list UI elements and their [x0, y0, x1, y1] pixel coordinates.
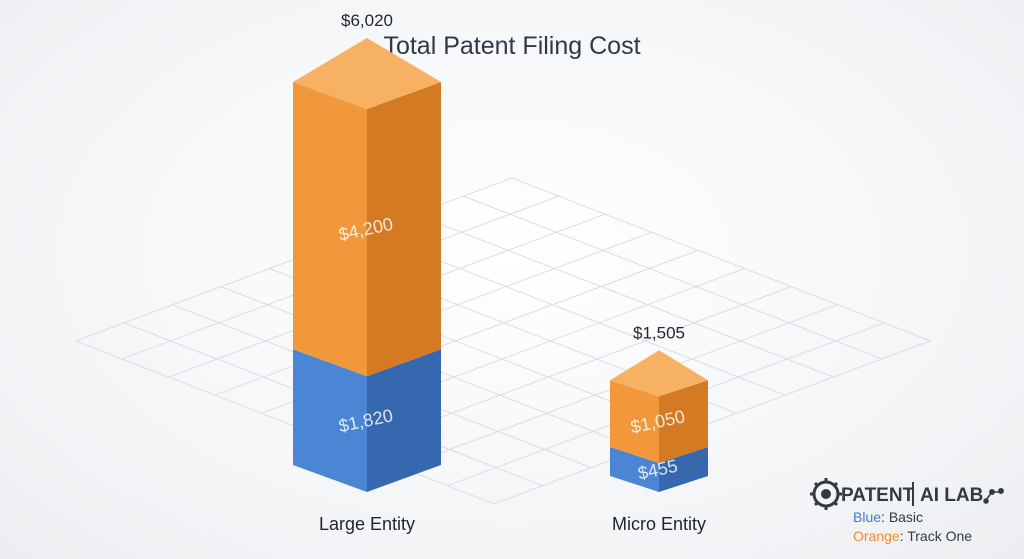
bar-face-side: [659, 380, 708, 464]
legend: PATENT AI LAB Blue: Basic Orange: Track …: [810, 478, 1004, 544]
legend-colon: :: [881, 509, 889, 525]
grid-line: [511, 177, 931, 342]
floor-grid: [75, 177, 931, 505]
bar-face-front: [293, 82, 367, 377]
bar-face-side: [659, 447, 708, 492]
logo-text-patent: PATENT: [841, 485, 915, 506]
logo: PATENT AI LAB: [810, 478, 1004, 510]
legend-series-basic: Basic: [889, 509, 923, 525]
bar-micro-entity: $455$1,050 $1,505 Micro Entity: [610, 323, 708, 534]
bar-segment-track-one: $4,200: [293, 82, 441, 377]
bars: $1,820$4,200 $6,020 Large Entity $455$1,050…: [293, 11, 708, 534]
bar-face-side: [367, 82, 441, 377]
category-label: Micro Entity: [612, 514, 706, 534]
legend-color-blue: Blue: [853, 509, 881, 525]
bar-face-side: [367, 349, 441, 492]
bar-face-top: [610, 350, 708, 397]
grid-line: [75, 340, 495, 505]
legend-series-track-one: Track One: [907, 528, 972, 544]
chart-title: Total Patent Filing Cost: [383, 32, 640, 60]
bar-large-entity: $1,820$4,200 $6,020 Large Entity: [293, 11, 441, 534]
legend-item-basic: Blue: Basic: [853, 509, 923, 525]
bar-segment-basic: $455: [610, 447, 708, 492]
legend-colon: :: [900, 528, 908, 544]
legend-item-track-one: Orange: Track One: [853, 528, 972, 544]
category-label: Large Entity: [319, 514, 415, 534]
bar-face-front: [610, 447, 659, 492]
bar-total-label: $6,020: [341, 11, 393, 30]
logo-text-ai-lab: AI LAB: [920, 485, 983, 506]
grid-line: [414, 213, 834, 378]
grid-line: [493, 340, 931, 505]
bar-segment-track-one: $1,050: [610, 380, 708, 464]
bar-segment-basic: $1,820: [293, 349, 441, 492]
bar-face-top: [293, 38, 441, 109]
network-nodes-icon: [983, 488, 1004, 504]
gear-icon: [810, 478, 842, 510]
grid-line: [463, 195, 883, 360]
bar-total-label: $1,505: [633, 323, 685, 342]
legend-color-orange: Orange: [853, 528, 900, 544]
bar-face-front: [610, 380, 659, 464]
bar-face-front: [293, 349, 367, 492]
